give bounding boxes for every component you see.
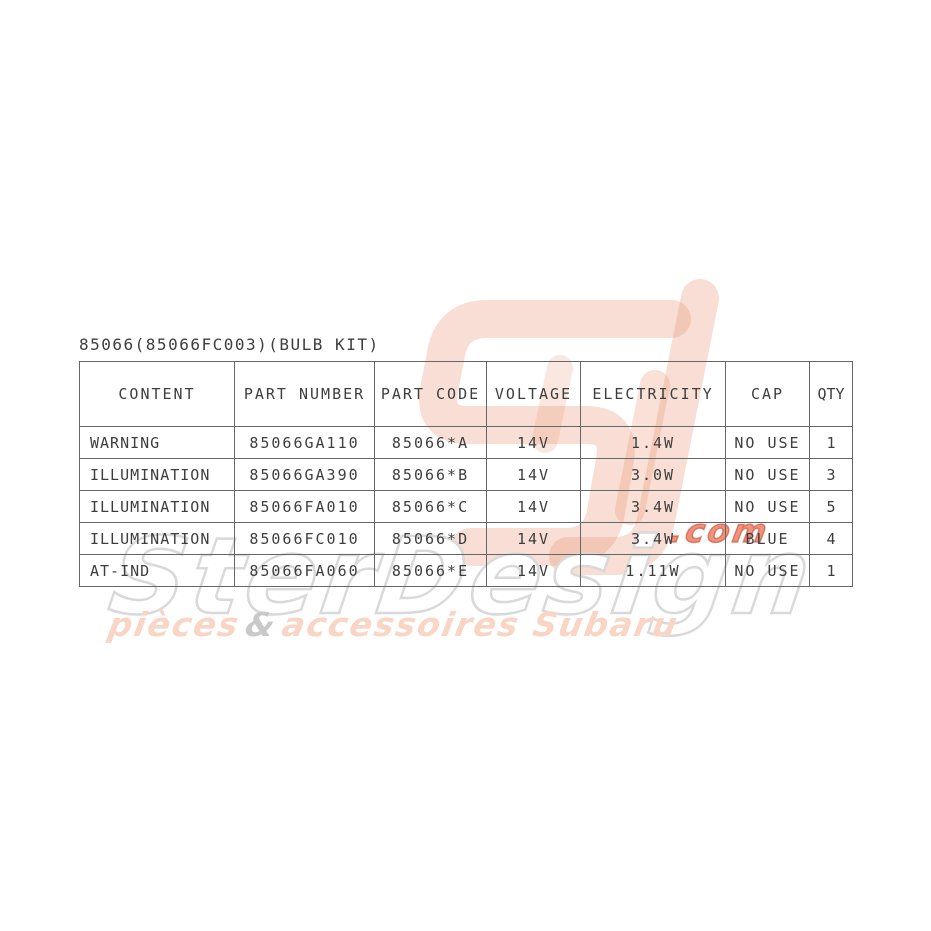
- column-header-voltage: VOLTAGE: [486, 361, 581, 427]
- cell-cap: NO USE: [725, 426, 810, 459]
- bulb-kit-parts-table: CONTENT PART NUMBER PART CODE VOLTAGE EL…: [79, 361, 853, 587]
- cell-part-number: 85066FC010: [234, 522, 375, 555]
- cell-electricity: 3.4W: [580, 522, 726, 555]
- cell-part-number: 85066FA010: [234, 490, 375, 523]
- table-row: AT-IND 85066FA060 85066*E 14V 1.11W NO U…: [79, 554, 853, 587]
- cell-part-code: 85066*B: [374, 458, 487, 491]
- cell-cap: NO USE: [725, 554, 810, 587]
- cell-cap: NO USE: [725, 458, 810, 491]
- cell-part-number: 85066FA060: [234, 554, 375, 587]
- cell-qty: 1: [809, 426, 853, 459]
- column-header-electricity: ELECTRICITY: [580, 361, 726, 427]
- tagline-left: pièces: [105, 605, 244, 644]
- column-header-part-code: PART CODE: [374, 361, 487, 427]
- diagram-title: 85066(85066FC003)(BULB KIT): [79, 335, 380, 354]
- table-row: ILLUMINATION 85066GA390 85066*B 14V 3.0W…: [79, 458, 853, 491]
- cell-part-code: 85066*D: [374, 522, 487, 555]
- cell-part-number: 85066GA110: [234, 426, 375, 459]
- cell-voltage: 14V: [486, 554, 581, 587]
- cell-cap: NO USE: [725, 490, 810, 523]
- column-header-cap: CAP: [725, 361, 810, 427]
- cell-voltage: 14V: [486, 458, 581, 491]
- table-row: ILLUMINATION 85066FC010 85066*D 14V 3.4W…: [79, 522, 853, 555]
- cell-electricity: 1.11W: [580, 554, 726, 587]
- table-header-row: CONTENT PART NUMBER PART CODE VOLTAGE EL…: [79, 361, 853, 427]
- cell-content: ILLUMINATION: [79, 458, 235, 491]
- cell-part-number: 85066GA390: [234, 458, 375, 491]
- cell-electricity: 3.4W: [580, 490, 726, 523]
- cell-voltage: 14V: [486, 490, 581, 523]
- column-header-qty: QTY: [809, 361, 853, 427]
- cell-electricity: 1.4W: [580, 426, 726, 459]
- tagline-right: accessoires Subaru: [279, 605, 682, 644]
- cell-voltage: 14V: [486, 522, 581, 555]
- cell-part-code: 85066*E: [374, 554, 487, 587]
- cell-content: ILLUMINATION: [79, 490, 235, 523]
- cell-content: WARNING: [79, 426, 235, 459]
- table-row: WARNING 85066GA110 85066*A 14V 1.4W NO U…: [79, 426, 853, 459]
- cell-qty: 5: [809, 490, 853, 523]
- cell-content: AT-IND: [79, 554, 235, 587]
- cell-content: ILLUMINATION: [79, 522, 235, 555]
- column-header-part-number: PART NUMBER: [234, 361, 375, 427]
- table-row: ILLUMINATION 85066FA010 85066*C 14V 3.4W…: [79, 490, 853, 523]
- cell-part-code: 85066*A: [374, 426, 487, 459]
- cell-qty: 3: [809, 458, 853, 491]
- cell-part-code: 85066*C: [374, 490, 487, 523]
- cell-qty: 1: [809, 554, 853, 587]
- cell-voltage: 14V: [486, 426, 581, 459]
- cell-electricity: 3.0W: [580, 458, 726, 491]
- brand-tagline: pièces&accessoires Subaru: [105, 605, 682, 644]
- column-header-content: CONTENT: [79, 361, 235, 427]
- cell-cap: BLUE: [725, 522, 810, 555]
- cell-qty: 4: [809, 522, 853, 555]
- tagline-ampersand: &: [242, 605, 281, 644]
